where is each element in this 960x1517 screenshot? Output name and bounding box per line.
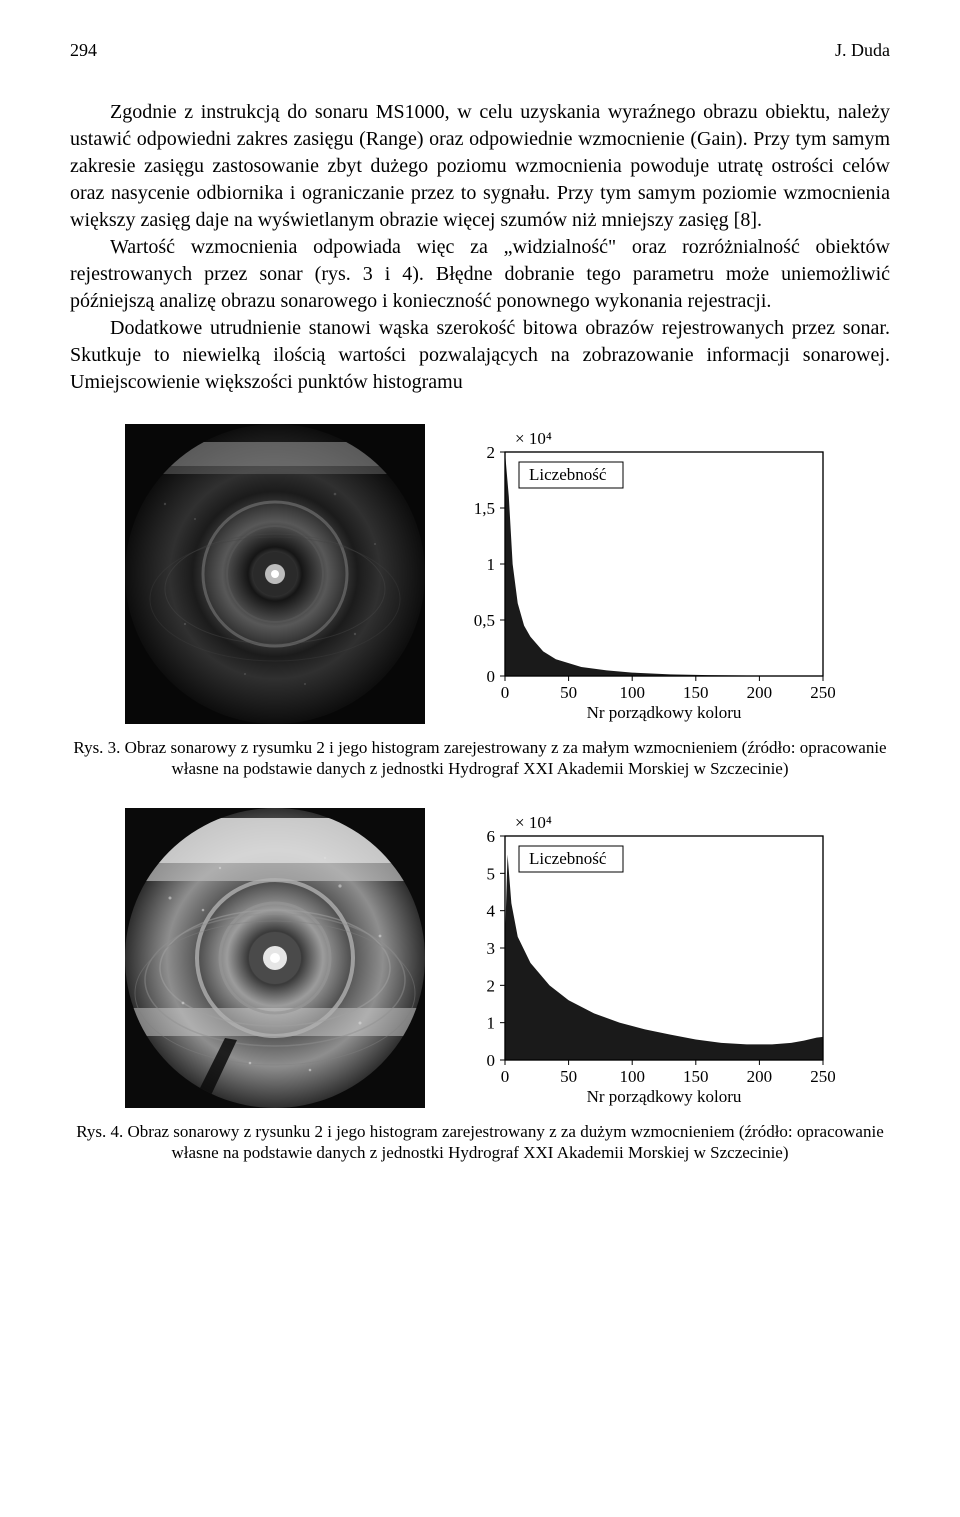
svg-text:× 10⁴: × 10⁴ xyxy=(515,813,552,832)
svg-text:100: 100 xyxy=(619,683,645,702)
figure-3-histogram: 0 50 100 150 200 250 0 0,5 1 1,5 2 × 10⁴ Nr porządko… xyxy=(455,424,835,729)
paragraph-1: Zgodnie z instrukcją do sonaru MS1000, w… xyxy=(70,99,890,234)
svg-text:0: 0 xyxy=(501,1067,510,1086)
svg-text:200: 200 xyxy=(747,683,773,702)
svg-text:0: 0 xyxy=(501,683,510,702)
page-number: 294 xyxy=(70,40,97,61)
svg-text:Nr porządkowy koloru: Nr porządkowy koloru xyxy=(587,703,742,722)
svg-text:3: 3 xyxy=(487,939,496,958)
author-name: J. Duda xyxy=(835,40,890,61)
svg-text:50: 50 xyxy=(560,683,577,702)
svg-text:150: 150 xyxy=(683,683,709,702)
svg-text:Liczebność: Liczebność xyxy=(529,465,607,484)
figure-4-sonar-image xyxy=(125,808,425,1113)
paragraph-3: Dodatkowe utrudnienie stanowi wąska szer… xyxy=(70,315,890,396)
svg-text:1: 1 xyxy=(487,555,496,574)
figure-3-row: 0 50 100 150 200 250 0 0,5 1 1,5 2 × 10⁴ Nr porządko… xyxy=(70,424,890,729)
svg-text:2: 2 xyxy=(487,976,496,995)
running-head: 294 J. Duda xyxy=(70,40,890,61)
svg-text:Liczebność: Liczebność xyxy=(529,849,607,868)
svg-text:0: 0 xyxy=(487,1051,496,1070)
svg-text:150: 150 xyxy=(683,1067,709,1086)
figure-4-histogram: 0 50 100 150 200 250 0 1 2 3 4 5 6 × 10⁴ Nr porządkowy… xyxy=(455,808,835,1113)
svg-text:1: 1 xyxy=(487,1013,496,1032)
svg-text:250: 250 xyxy=(810,1067,835,1086)
svg-text:6: 6 xyxy=(487,827,496,846)
svg-text:1,5: 1,5 xyxy=(474,499,495,518)
svg-text:100: 100 xyxy=(619,1067,645,1086)
svg-text:4: 4 xyxy=(487,901,496,920)
body-text: Zgodnie z instrukcją do sonaru MS1000, w… xyxy=(70,99,890,396)
svg-text:0: 0 xyxy=(487,667,496,686)
figure-3-sonar-image xyxy=(125,424,425,729)
svg-text:250: 250 xyxy=(810,683,835,702)
svg-text:50: 50 xyxy=(560,1067,577,1086)
figure-4-row: 0 50 100 150 200 250 0 1 2 3 4 5 6 × 10⁴ Nr porządkowy… xyxy=(70,808,890,1113)
svg-text:200: 200 xyxy=(747,1067,773,1086)
svg-text:Nr porządkowy koloru: Nr porządkowy koloru xyxy=(587,1087,742,1106)
svg-text:× 10⁴: × 10⁴ xyxy=(515,429,552,448)
svg-text:2: 2 xyxy=(487,443,496,462)
svg-text:5: 5 xyxy=(487,864,496,883)
figure-4-caption: Rys. 4. Obraz sonarowy z rysunku 2 i jeg… xyxy=(70,1121,890,1164)
paragraph-2: Wartość wzmocnienia odpowiada więc za „w… xyxy=(70,234,890,315)
figure-3-caption: Rys. 3. Obraz sonarowy z rysumku 2 i jeg… xyxy=(70,737,890,780)
svg-text:0,5: 0,5 xyxy=(474,611,495,630)
